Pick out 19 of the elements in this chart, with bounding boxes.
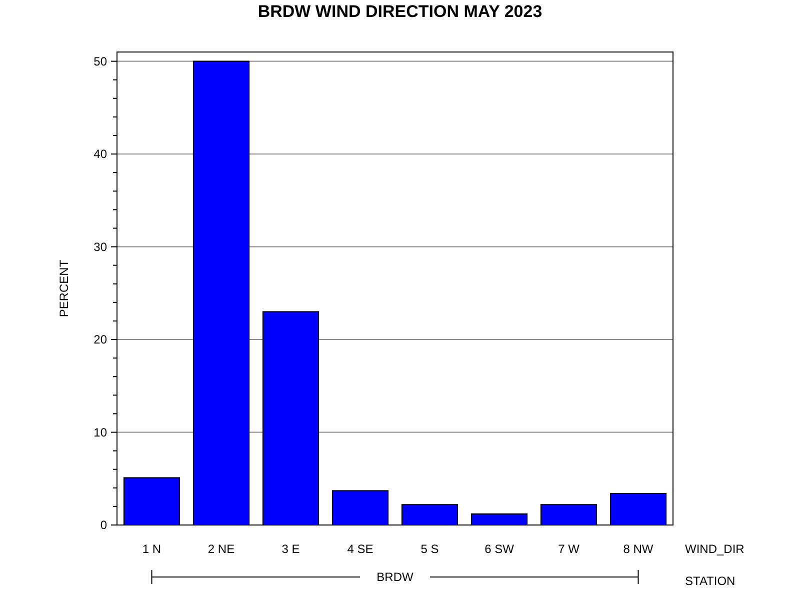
x-tick-label: 1 N: [142, 542, 162, 556]
y-tick-label: 0: [100, 518, 108, 532]
y-tick-label: 40: [94, 147, 108, 162]
y-tick-label: 10: [94, 425, 108, 440]
x-tick-label: 2 NE: [208, 542, 235, 556]
y-tick-label: 20: [94, 332, 108, 347]
y-axis-title: PERCENT: [57, 259, 71, 318]
x-tick-label: 5 S: [420, 542, 439, 556]
chart-title: BRDW WIND DIRECTION MAY 2023: [258, 2, 542, 21]
x-tick-label: 3 E: [282, 542, 300, 556]
y-tick-label: 50: [94, 54, 108, 68]
x-tick-label: 8 NW: [623, 542, 654, 556]
x-tick-label: 6 SW: [484, 542, 515, 556]
text: STATION: [685, 574, 736, 588]
y-tick-label: 30: [94, 240, 108, 254]
text: BRDW: [376, 570, 414, 584]
x-tick-label: 4 SE: [347, 542, 374, 556]
x-tick-label: 7 W: [558, 542, 580, 556]
x-axis-title: WIND_DIR: [685, 542, 745, 556]
